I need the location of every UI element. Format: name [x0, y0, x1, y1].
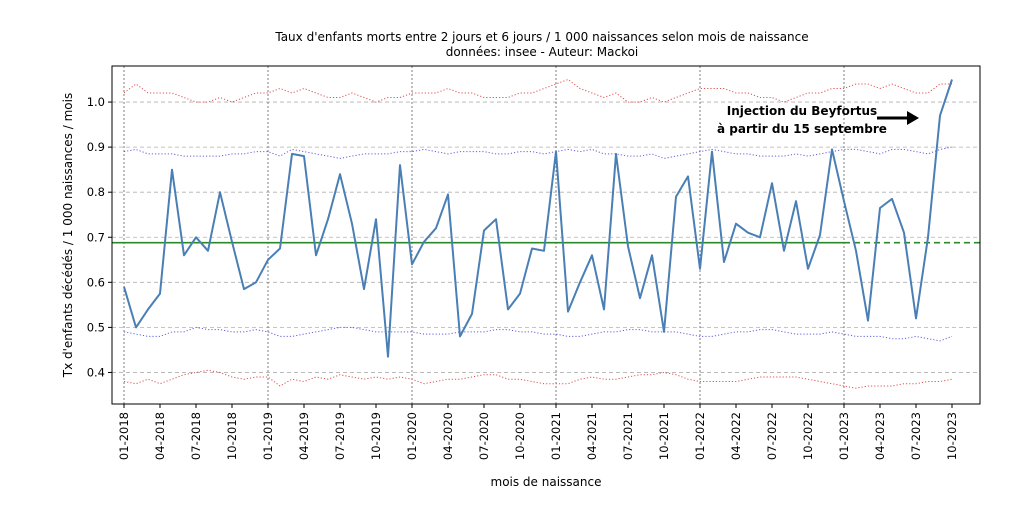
x-tick-label: 10-2021 [657, 412, 671, 460]
x-tick-label: 01-2020 [405, 412, 419, 460]
x-tick-label: 07-2020 [477, 412, 491, 460]
x-tick-label: 10-2023 [945, 412, 959, 460]
x-tick-label: 01-2019 [261, 412, 275, 460]
annotation-arrow-head [907, 111, 919, 125]
x-tick-label: 10-2022 [801, 412, 815, 460]
x-tick-label: 07-2022 [765, 412, 779, 460]
y-tick-label: 0.5 [87, 320, 105, 334]
y-axis-ticks: 0.4 0.5 0.6 0.7 0.8 0.9 1.0 [87, 95, 112, 379]
x-tick-label: 01-2022 [693, 412, 707, 460]
y-tick-label: 0.6 [87, 275, 105, 289]
plot-frame [111, 65, 981, 405]
x-tick-label: 10-2020 [513, 412, 527, 460]
y-tick-label: 0.7 [87, 230, 105, 244]
series-lines [123, 79, 953, 389]
x-axis-ticks: 01-2018 04-2018 07-2018 10-2018 01-2019 04-20… [117, 404, 959, 460]
y-tick-label: 1.0 [87, 95, 105, 109]
y-axis-label: Tx d'enfants décédés / 1 000 naissances … [61, 93, 75, 378]
x-tick-label: 01-2023 [837, 412, 851, 460]
annotation: Injection du Beyfortus à partir du 15 se… [717, 104, 919, 136]
series-lower-inner [123, 326, 953, 342]
series-lower-outer [123, 369, 953, 389]
x-tick-label: 04-2018 [153, 412, 167, 460]
series-upper-inner [123, 146, 953, 159]
x-tick-label: 07-2018 [189, 412, 203, 460]
x-tick-label: 07-2023 [909, 412, 923, 460]
chart-title: Taux d'enfants morts entre 2 jours et 6 … [274, 30, 808, 44]
annotation-line-1: Injection du Beyfortus [727, 104, 877, 118]
x-tick-label: 04-2022 [729, 412, 743, 460]
x-tick-label: 01-2018 [117, 412, 131, 460]
x-tick-label: 07-2019 [333, 412, 347, 460]
x-tick-label: 10-2019 [369, 412, 383, 460]
x-tick-label: 04-2023 [873, 412, 887, 460]
series-upper-outer [123, 79, 952, 103]
x-tick-label: 10-2018 [225, 412, 239, 460]
x-axis-label: mois de naissance [491, 475, 602, 489]
x-tick-label: 01-2021 [549, 412, 563, 460]
y-tick-label: 0.8 [87, 185, 105, 199]
x-tick-label: 07-2021 [621, 412, 635, 460]
y-tick-label: 0.9 [87, 140, 105, 154]
x-tick-label: 04-2020 [441, 412, 455, 460]
x-tick-label: 04-2021 [585, 412, 599, 460]
y-tick-label: 0.4 [87, 365, 105, 379]
series-main [123, 79, 953, 358]
x-tick-label: 04-2019 [297, 412, 311, 460]
chart-subtitle: données: insee - Auteur: Mackoi [446, 45, 639, 59]
annotation-line-2: à partir du 15 septembre [717, 122, 887, 136]
